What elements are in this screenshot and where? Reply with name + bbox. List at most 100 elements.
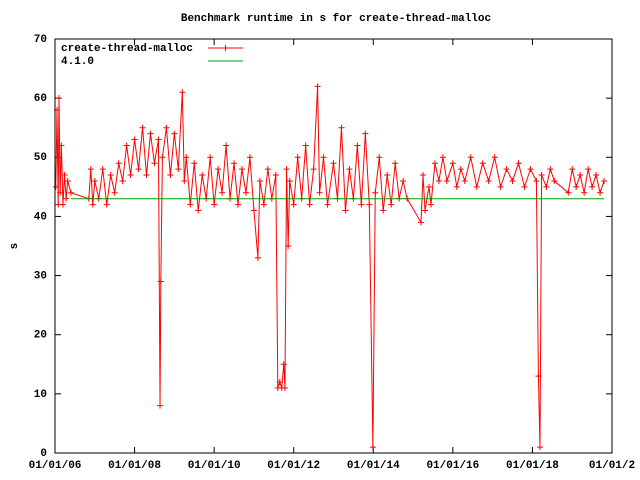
point-marker [358, 201, 365, 208]
point-marker [67, 189, 74, 196]
point-marker [139, 124, 146, 131]
point-marker [547, 166, 554, 173]
point-marker [431, 160, 438, 167]
point-marker [111, 189, 118, 196]
point-marker [354, 142, 361, 149]
point-marker [384, 172, 391, 179]
point-marker [418, 219, 425, 226]
point-marker [52, 183, 59, 190]
point-marker [57, 189, 64, 196]
point-marker [223, 142, 230, 149]
point-marker [538, 172, 545, 179]
x-tick-label: 01/01/18 [506, 460, 559, 472]
point-marker [107, 172, 114, 179]
x-tick-label: 01/01/06 [29, 460, 82, 472]
point-marker [376, 154, 383, 161]
point-marker [425, 183, 432, 190]
point-marker [306, 201, 313, 208]
point-marker [281, 384, 288, 391]
point-marker [55, 95, 62, 102]
point-marker [175, 166, 182, 173]
point-marker [497, 183, 504, 190]
point-marker [264, 166, 271, 173]
point-marker [135, 166, 142, 173]
point-marker [64, 177, 71, 184]
x-tick-label: 01/01/12 [267, 460, 320, 472]
point-marker [61, 172, 68, 179]
point-marker [439, 154, 446, 161]
point-marker [467, 154, 474, 161]
point-marker [342, 207, 349, 214]
point-marker [473, 183, 480, 190]
point-marker [420, 172, 427, 179]
point-marker [443, 177, 450, 184]
point-marker [238, 166, 245, 173]
point-marker [256, 177, 263, 184]
point-marker [280, 361, 287, 368]
point-marker [543, 183, 550, 190]
point-marker [99, 166, 106, 173]
point-marker [242, 189, 249, 196]
point-marker [435, 177, 442, 184]
point-marker [388, 201, 395, 208]
point-marker [380, 207, 387, 214]
point-marker [276, 379, 283, 386]
point-marker [157, 402, 164, 409]
point-marker [115, 160, 122, 167]
point-marker [533, 177, 540, 184]
series-line [55, 86, 605, 448]
point-marker [159, 154, 166, 161]
point-marker [362, 130, 369, 137]
y-tick-label: 60 [34, 93, 47, 105]
point-marker [250, 207, 257, 214]
point-marker [63, 195, 70, 202]
point-marker [272, 172, 279, 179]
point-marker [59, 201, 66, 208]
point-marker [320, 154, 327, 161]
point-marker [211, 201, 218, 208]
point-marker [503, 166, 510, 173]
y-tick-label: 70 [34, 34, 47, 46]
point-marker [565, 189, 572, 196]
y-tick-label: 40 [34, 211, 47, 223]
y-tick-label: 10 [34, 389, 47, 401]
point-marker [461, 177, 468, 184]
point-marker [123, 142, 130, 149]
point-marker [400, 177, 407, 184]
point-marker [316, 189, 323, 196]
point-marker [119, 177, 126, 184]
point-marker [294, 154, 301, 161]
point-marker [286, 177, 293, 184]
legend-label: 4.1.0 [61, 56, 94, 68]
point-marker [87, 166, 94, 173]
x-tick-label: 01/01/14 [347, 460, 400, 472]
point-marker [585, 166, 592, 173]
point-marker [163, 124, 170, 131]
point-marker [577, 172, 584, 179]
point-marker [372, 189, 379, 196]
point-marker [143, 172, 150, 179]
point-marker [324, 201, 331, 208]
point-marker [254, 254, 261, 261]
chart-title: Benchmark runtime in s for create-thread… [181, 13, 491, 25]
legend-label: create-thread-malloc [61, 43, 193, 55]
point-marker [427, 201, 434, 208]
point-marker [131, 136, 138, 143]
point-marker [260, 201, 267, 208]
point-marker [199, 172, 206, 179]
point-marker [171, 130, 178, 137]
point-marker [58, 142, 65, 149]
point-marker [127, 172, 134, 179]
point-marker [457, 166, 464, 173]
point-marker [207, 154, 214, 161]
point-marker [89, 201, 96, 208]
point-marker [573, 183, 580, 190]
point-marker [157, 278, 164, 285]
y-tick-label: 50 [34, 152, 47, 164]
point-marker [91, 177, 98, 184]
point-marker [422, 207, 429, 214]
point-marker [147, 130, 154, 137]
y-tick-label: 20 [34, 330, 47, 342]
point-marker [183, 154, 190, 161]
